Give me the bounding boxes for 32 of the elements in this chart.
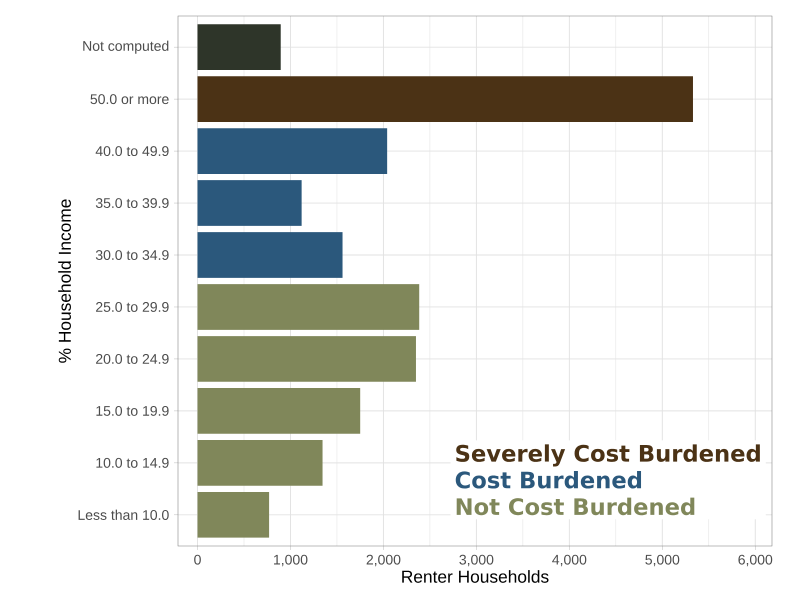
bar <box>198 492 270 538</box>
y-tick-label: 25.0 to 29.9 <box>96 302 169 312</box>
bar <box>198 180 302 226</box>
x-tick-label: 2,000 <box>366 554 400 566</box>
y-tick-label: 40.0 to 49.9 <box>96 146 169 156</box>
y-axis-title: % Household Income <box>58 199 71 363</box>
x-tick-label: 5,000 <box>645 554 680 566</box>
bar <box>198 388 360 434</box>
y-tick-label: Less than 10.0 <box>78 510 169 520</box>
y-tick-label: 20.0 to 24.9 <box>96 354 169 364</box>
bar <box>198 440 323 486</box>
text: Cost Burdened <box>456 471 642 489</box>
bar <box>198 232 343 278</box>
x-tick-label: 1,000 <box>274 554 308 566</box>
text: Not Cost Burdened <box>456 498 694 516</box>
y-tick-label: 30.0 to 34.9 <box>96 250 169 260</box>
bar <box>198 336 416 382</box>
bar <box>198 128 388 174</box>
bar <box>198 24 281 70</box>
x-tick-label: 4,000 <box>552 554 586 566</box>
y-tick-label: 10.0 to 14.9 <box>96 458 169 468</box>
bar <box>198 76 693 122</box>
bar <box>198 284 420 330</box>
x-tick-label: 3,000 <box>459 554 494 566</box>
y-tick-label: 15.0 to 19.9 <box>96 406 169 416</box>
x-tick-label: 0 <box>194 554 201 565</box>
y-tick-label: Not computed <box>83 40 168 54</box>
x-axis-title: Renter Households <box>402 570 549 583</box>
y-tick-label: 35.0 to 39.9 <box>96 198 169 208</box>
text: Severely Cost Burdened <box>456 444 760 466</box>
x-tick-label: 6,000 <box>738 554 772 566</box>
y-tick-label: 50.0 or more <box>90 94 169 104</box>
